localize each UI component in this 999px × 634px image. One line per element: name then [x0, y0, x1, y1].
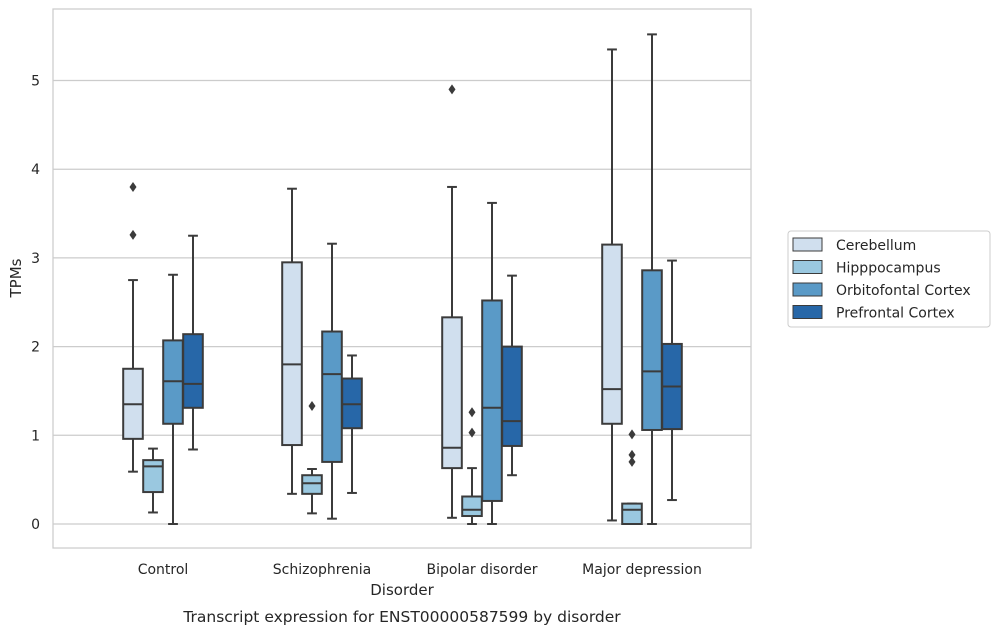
x-tick-label: Schizophrenia [273, 562, 371, 578]
outlier-point [129, 229, 137, 240]
plot-frame [52, 8, 752, 549]
box [301, 474, 323, 495]
series-prefrontal-cortex [182, 234, 683, 502]
y-axis-label: TPMs [7, 258, 25, 298]
y-tick-label: 1 [31, 428, 40, 444]
box [441, 316, 463, 470]
outlier-point [468, 427, 476, 438]
y-tick-labels: 0 1 2 3 4 5 [31, 74, 40, 534]
outlier-point [628, 449, 636, 460]
legend-label: Hipppocampus [836, 261, 941, 277]
x-tick-label: Bipolar disorder [426, 562, 537, 578]
box [461, 495, 483, 518]
series-hipppocampus [142, 401, 643, 525]
y-tick-label: 0 [31, 517, 40, 533]
box [501, 345, 523, 447]
legend-swatch [792, 282, 823, 297]
legend-swatch [792, 237, 823, 252]
legend-label: Orbitofontal Cortex [836, 283, 971, 299]
box-plot-series [122, 33, 683, 525]
series-cerebellum [122, 48, 623, 522]
y-tick-label: 3 [31, 251, 40, 267]
y-tick-label: 2 [31, 340, 40, 356]
box [601, 243, 623, 425]
legend-swatch [792, 260, 823, 274]
outlier-point [308, 401, 316, 412]
outlier-point [129, 181, 137, 192]
x-tick-label: Major depression [582, 562, 702, 578]
chart-caption: Transcript expression for ENST0000058759… [182, 608, 621, 626]
y-tick-label: 4 [31, 162, 40, 178]
legend-label: Cerebellum [836, 238, 916, 254]
box [142, 459, 164, 494]
box [281, 261, 303, 447]
x-tick-labels: Control Schizophrenia Bipolar disorder Majo… [138, 562, 702, 578]
x-tick-label: Control [138, 562, 189, 578]
series-orbitofontal-cortex [162, 33, 663, 525]
legend-frame [787, 230, 991, 328]
y-tick-label: 5 [31, 74, 40, 90]
box [641, 269, 663, 431]
box [321, 330, 343, 463]
x-axis-label: Disorder [370, 581, 434, 599]
outlier-point [448, 84, 456, 95]
outlier-point [628, 429, 636, 440]
legend: Cerebellum Hipppocampus Orbitofontal Corte… [787, 230, 991, 328]
box [481, 299, 503, 502]
box [621, 502, 643, 525]
box [182, 333, 204, 409]
outlier-point [628, 456, 636, 467]
outlier-point [468, 407, 476, 418]
legend-label: Prefrontal Cortex [836, 306, 955, 322]
legend-swatch [792, 305, 823, 319]
